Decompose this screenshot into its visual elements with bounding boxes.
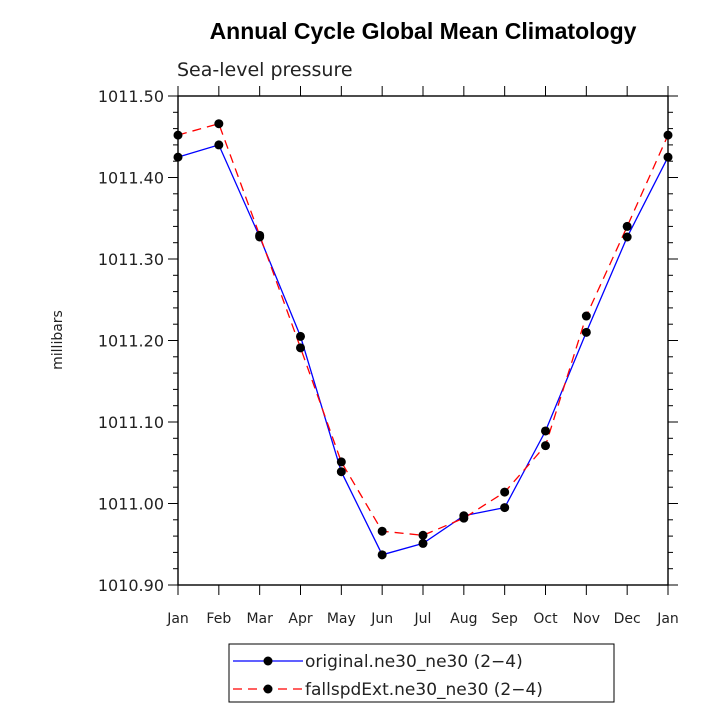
- legend-label-fallspdext: fallspdExt.ne30_ne30 (2−4): [305, 680, 543, 700]
- y-tick-label: 1011.50: [98, 87, 164, 106]
- x-tick-label: Aug: [450, 611, 477, 627]
- series-0-point: [173, 152, 183, 162]
- x-tick-label: Mar: [246, 611, 273, 627]
- series-0-point: [622, 232, 632, 242]
- series-0-point: [581, 327, 591, 337]
- series-1-point: [377, 526, 387, 536]
- legend-label-original: original.ne30_ne30 (2−4): [305, 652, 523, 672]
- series-1-point: [296, 343, 305, 353]
- y-axis: 1010.90 1011.00 1011.10 1011.20 1011.30 1011.…: [98, 87, 678, 595]
- x-axis: Jan Feb Mar Apr May Jun Jul Aug Sep Oct Nov Dec Jan: [166, 86, 679, 627]
- series-1-point: [255, 230, 265, 240]
- legend-marker-original: [263, 656, 273, 666]
- legend: original.ne30_ne30 (2−4) fallspdExt.ne30…: [228, 643, 615, 703]
- series-0-point: [377, 550, 387, 560]
- series-1-point: [173, 130, 183, 140]
- y-tick-label: 1011.40: [98, 169, 164, 188]
- x-tick-label: Jul: [414, 611, 432, 627]
- series-layer: [173, 119, 673, 560]
- series-1-point: [622, 221, 632, 231]
- series-1-point: [500, 487, 510, 497]
- series-0-point: [500, 503, 510, 513]
- x-tick-label: May: [327, 611, 356, 627]
- x-tick-label: Oct: [533, 611, 558, 627]
- series-0-point: [663, 152, 673, 162]
- x-tick-label: Jun: [370, 611, 393, 627]
- series-1-point: [336, 457, 346, 467]
- x-tick-label: Jan: [656, 611, 679, 627]
- y-tick-label: 1011.20: [98, 332, 164, 351]
- chart-subtitle: Sea-level pressure: [177, 59, 353, 81]
- series-1-point: [663, 130, 673, 140]
- chart-title: Annual Cycle Global Mean Climatology: [210, 18, 637, 44]
- series-0-point: [541, 426, 550, 436]
- series-1-point: [581, 311, 591, 321]
- y-tick-label: 1011.10: [98, 413, 164, 432]
- y-tick-label: 1010.90: [98, 576, 164, 595]
- x-tick-label: Jan: [166, 611, 189, 627]
- series-1-point: [459, 513, 469, 523]
- x-tick-label: Sep: [491, 611, 518, 627]
- series-line-1: [177, 122, 669, 536]
- series-line-0: [177, 144, 669, 556]
- plot-frame: [177, 95, 669, 586]
- series-0-point: [336, 467, 346, 477]
- x-tick-label: Dec: [614, 611, 641, 627]
- y-tick-label: 1011.00: [98, 495, 164, 514]
- series-0-point: [296, 331, 305, 341]
- legend-marker-fallspdext: [263, 684, 273, 694]
- legend-box: [228, 643, 615, 703]
- series-1-point: [214, 119, 224, 129]
- series-1-point: [541, 441, 550, 451]
- x-tick-label: Apr: [288, 611, 312, 627]
- x-tick-label: Nov: [573, 611, 600, 627]
- series-1-point: [418, 530, 428, 540]
- x-tick-label: Feb: [206, 611, 231, 627]
- series-0-point: [214, 140, 224, 150]
- series-0-point: [418, 538, 428, 548]
- y-axis-label: millibars: [50, 310, 66, 370]
- y-tick-label: 1011.30: [98, 250, 164, 269]
